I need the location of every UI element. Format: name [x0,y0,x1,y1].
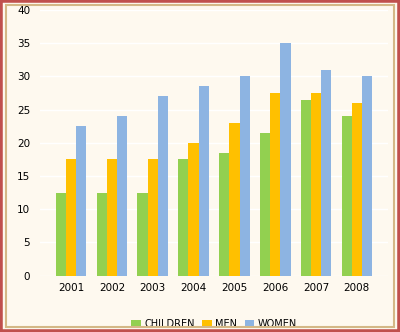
Bar [280,43,290,276]
Bar [178,159,188,276]
Bar [260,133,270,276]
Bar [66,159,76,276]
Bar [229,123,240,276]
Bar [76,126,86,276]
Bar [158,96,168,276]
Bar [97,193,107,276]
Bar [301,100,311,276]
Bar [311,93,321,276]
Bar [148,159,158,276]
Bar [321,70,331,276]
Bar [352,103,362,276]
Bar [342,116,352,276]
Bar [188,143,199,276]
Bar [199,86,209,276]
Bar [117,116,127,276]
Bar [240,76,250,276]
Bar [362,76,372,276]
Bar [219,153,229,276]
Bar [270,93,280,276]
Bar [138,193,148,276]
Bar [107,159,117,276]
Bar [56,193,66,276]
Legend: CHILDREN, MEN, WOMEN: CHILDREN, MEN, WOMEN [128,315,300,332]
